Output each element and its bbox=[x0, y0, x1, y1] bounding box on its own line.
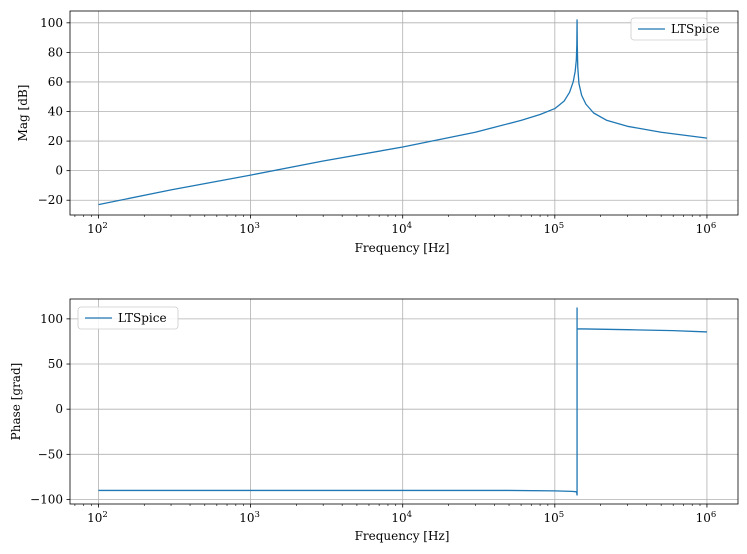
x-axis-label: Frequency [Hz] bbox=[355, 241, 450, 255]
y-tick-label: −50 bbox=[38, 447, 63, 461]
legend-box bbox=[630, 17, 708, 41]
y-tick-label: 100 bbox=[40, 16, 63, 30]
y-tick-label: 60 bbox=[48, 75, 63, 89]
series-line bbox=[98, 19, 708, 206]
x-tick-label: 105 bbox=[543, 510, 564, 525]
x-tick-label: 104 bbox=[391, 510, 412, 525]
legend-label: LTSpice bbox=[118, 311, 167, 325]
legend: LTSpice bbox=[77, 306, 179, 330]
axes-frame bbox=[69, 298, 739, 505]
y-tick-label: −100 bbox=[30, 492, 63, 506]
y-tick-label: −20 bbox=[38, 193, 63, 207]
legend-box bbox=[77, 306, 179, 330]
phase-plot: 102 103 104 105 106 −100 −50 0 50 100 Frequency [H… bbox=[9, 298, 739, 543]
y-axis-label: Phase [grad] bbox=[9, 363, 23, 441]
y-axis-label: Mag [dB] bbox=[16, 85, 30, 142]
x-tick-label: 102 bbox=[87, 510, 108, 525]
x-tick-label: 106 bbox=[696, 510, 717, 525]
legend: LTSpice bbox=[630, 17, 720, 41]
y-tick-label: 0 bbox=[55, 402, 63, 416]
y-tick-label: 40 bbox=[48, 105, 63, 119]
x-tick-label: 102 bbox=[87, 221, 108, 236]
axes-frame bbox=[69, 10, 739, 216]
legend-label: LTSpice bbox=[671, 22, 720, 36]
y-tick-label: 0 bbox=[55, 164, 63, 178]
x-tick-label: 105 bbox=[543, 221, 564, 236]
y-tick-label: 80 bbox=[48, 45, 63, 59]
y-tick-label: 100 bbox=[40, 312, 63, 326]
y-tick-label: 50 bbox=[48, 357, 63, 371]
series-line bbox=[98, 307, 707, 496]
x-tick-label: 103 bbox=[239, 221, 260, 236]
x-tick-label: 103 bbox=[239, 510, 260, 525]
x-axis-label: Frequency [Hz] bbox=[355, 529, 450, 543]
y-tick-label: 20 bbox=[48, 134, 63, 148]
x-tick-label: 106 bbox=[696, 221, 717, 236]
x-tick-label: 104 bbox=[391, 221, 412, 236]
magnitude-plot: 102 103 104 105 106 −20 0 20 40 60 80 100 Frequency … bbox=[16, 10, 739, 255]
